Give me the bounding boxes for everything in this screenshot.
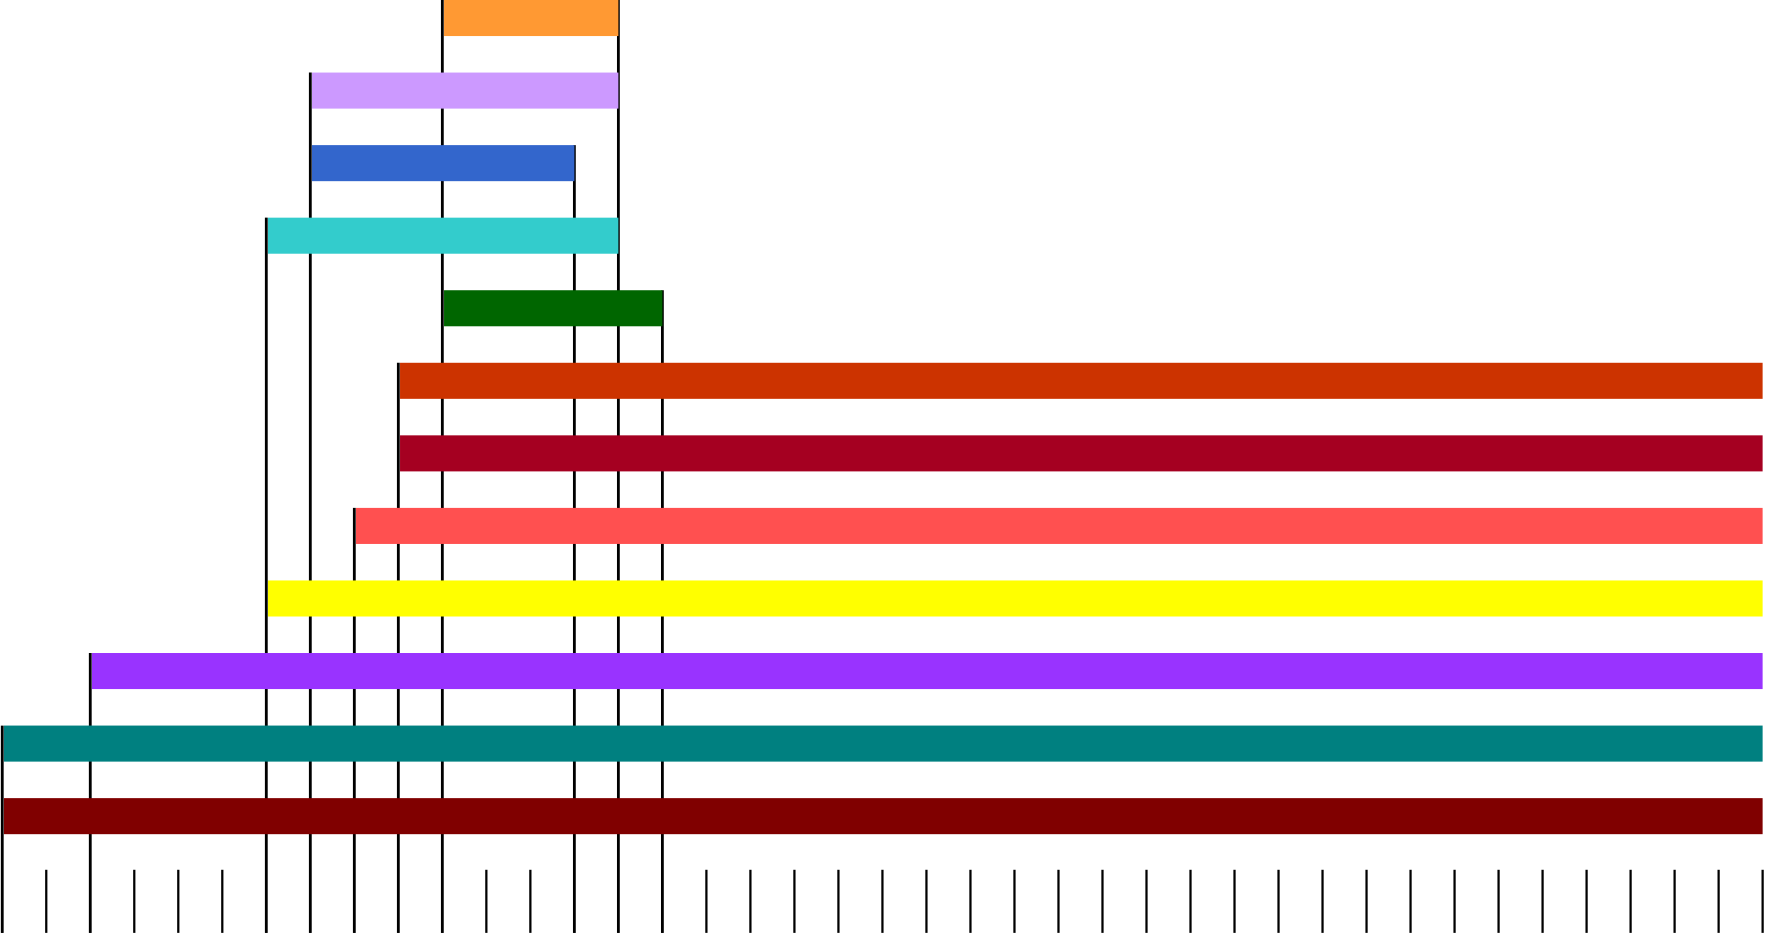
task-bar (312, 72, 619, 109)
task-bar (400, 362, 1763, 399)
task-bar (91, 653, 1763, 690)
task-bar (3, 798, 1763, 835)
task-bar (444, 290, 663, 327)
task-bar (267, 580, 1763, 617)
task-bar (400, 435, 1763, 472)
task-bar (3, 725, 1763, 762)
task-bar (444, 0, 619, 37)
task-bar (312, 145, 575, 182)
task-bar (356, 507, 1763, 544)
task-bar (267, 217, 619, 254)
